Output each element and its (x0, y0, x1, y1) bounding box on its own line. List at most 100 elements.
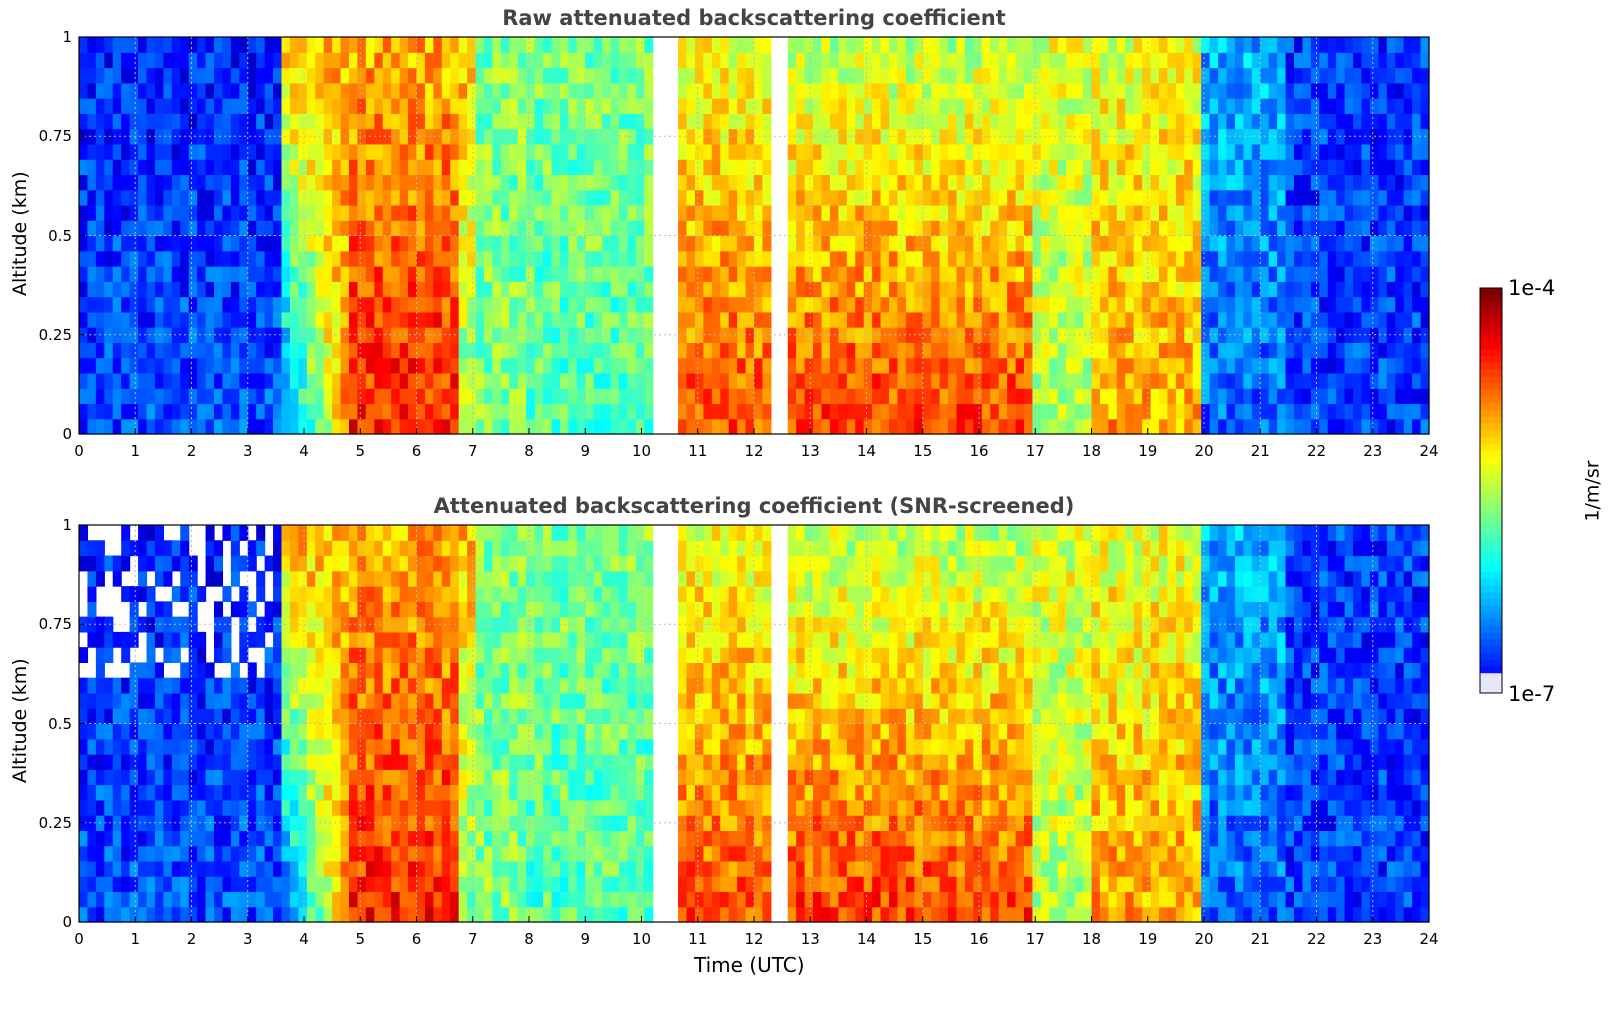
heatmap-cell (720, 418, 730, 435)
heatmap-cell (1125, 98, 1135, 114)
heatmap-cell (129, 754, 139, 770)
heatmap-cell (129, 540, 139, 557)
heatmap-cell (163, 876, 173, 893)
heatmap-cell (104, 250, 114, 267)
heatmap-cell (1260, 189, 1270, 206)
heatmap-cell (939, 159, 949, 176)
heatmap-cell (973, 327, 983, 343)
heatmap-cell (1032, 296, 1042, 313)
heatmap-cell (180, 159, 190, 176)
heatmap-cell (306, 311, 316, 328)
heatmap-cell (1361, 357, 1371, 374)
heatmap-cell (382, 540, 392, 557)
heatmap-cell (796, 418, 806, 435)
heatmap-cell (458, 327, 468, 343)
heatmap-cell (931, 403, 941, 420)
heatmap-cell (424, 98, 434, 114)
heatmap-cell (1184, 82, 1194, 99)
heatmap-cell (694, 37, 704, 53)
heatmap-cell (129, 37, 139, 53)
heatmap-cell (981, 418, 991, 435)
heatmap-cell (1125, 189, 1135, 206)
heatmap-cell (1218, 189, 1228, 206)
heatmap-cell (796, 235, 806, 252)
heatmap-cell (787, 204, 797, 221)
heatmap-cell (1412, 235, 1422, 252)
heatmap-cell (576, 357, 586, 374)
heatmap-cell (467, 403, 477, 420)
heatmap-cell (180, 281, 190, 298)
heatmap-cell (1142, 67, 1152, 84)
heatmap-cell (585, 159, 595, 176)
heatmap-cell (1369, 281, 1379, 298)
heatmap-cell (1175, 189, 1185, 206)
heatmap-cell (408, 220, 418, 237)
heatmap-cell (1201, 159, 1211, 176)
heatmap-cell (95, 754, 105, 770)
heatmap-cell (205, 845, 215, 862)
heatmap-cell (365, 204, 375, 221)
heatmap-cell (214, 677, 224, 694)
heatmap-cell (1378, 388, 1388, 405)
heatmap-cell (332, 845, 342, 862)
heatmap-cell (264, 67, 274, 84)
heatmap-cell (627, 113, 637, 130)
heatmap-cell (602, 372, 612, 389)
heatmap-cell (230, 189, 240, 206)
heatmap-cell (138, 52, 148, 69)
heatmap-cell (619, 67, 629, 84)
heatmap-cell (1243, 296, 1253, 313)
heatmap-cell (1369, 143, 1379, 160)
heatmap-cell (500, 403, 510, 420)
heatmap-cell (1083, 189, 1093, 206)
heatmap-cell (1175, 52, 1185, 69)
heatmap-cell (222, 845, 232, 862)
heatmap-cell (382, 845, 392, 862)
heatmap-cell (365, 738, 375, 755)
heatmap-cell (416, 52, 426, 69)
heatmap-cell (205, 662, 215, 679)
heatmap-cell (694, 418, 704, 435)
heatmap-cell (694, 189, 704, 206)
heatmap-cell (315, 586, 325, 602)
heatmap-cell (559, 266, 569, 282)
heatmap-cell (686, 52, 696, 69)
heatmap-cell (711, 37, 721, 53)
heatmap-cell (863, 37, 873, 53)
heatmap-cell (551, 418, 561, 435)
heatmap-cell (357, 189, 367, 206)
heatmap-cell (998, 82, 1008, 99)
heatmap-cell (754, 403, 764, 420)
heatmap-cell (323, 159, 333, 176)
heatmap-cell (1125, 403, 1135, 420)
heatmap-cell (821, 388, 831, 405)
heatmap-cell (1412, 403, 1422, 420)
heatmap-cell (332, 82, 342, 99)
heatmap-cell (720, 296, 730, 313)
heatmap-cell (1150, 143, 1160, 160)
heatmap-cell (281, 388, 291, 405)
heatmap-cell (138, 204, 148, 221)
heatmap-cell (1192, 418, 1202, 435)
heatmap-cell (1133, 67, 1143, 84)
heatmap-cell (180, 98, 190, 114)
heatmap-cell (1099, 174, 1109, 191)
heatmap-cell (146, 708, 156, 725)
heatmap-cell (214, 143, 224, 160)
heatmap-cell (467, 98, 477, 114)
heatmap-cell (1159, 281, 1169, 298)
heatmap-cell (1201, 235, 1211, 252)
heatmap-cell (762, 235, 772, 252)
heatmap-cell (424, 37, 434, 53)
heatmap-cell (678, 98, 688, 114)
heatmap-cell (762, 52, 772, 69)
heatmap-cell (138, 677, 148, 694)
heatmap-cell (872, 98, 882, 114)
heatmap-cell (644, 250, 654, 267)
heatmap-cell (855, 235, 865, 252)
heatmap-cell (619, 403, 629, 420)
heatmap-cell (112, 372, 122, 389)
heatmap-cell (585, 403, 595, 420)
heatmap-cell (543, 418, 553, 435)
heatmap-cell (998, 281, 1008, 298)
